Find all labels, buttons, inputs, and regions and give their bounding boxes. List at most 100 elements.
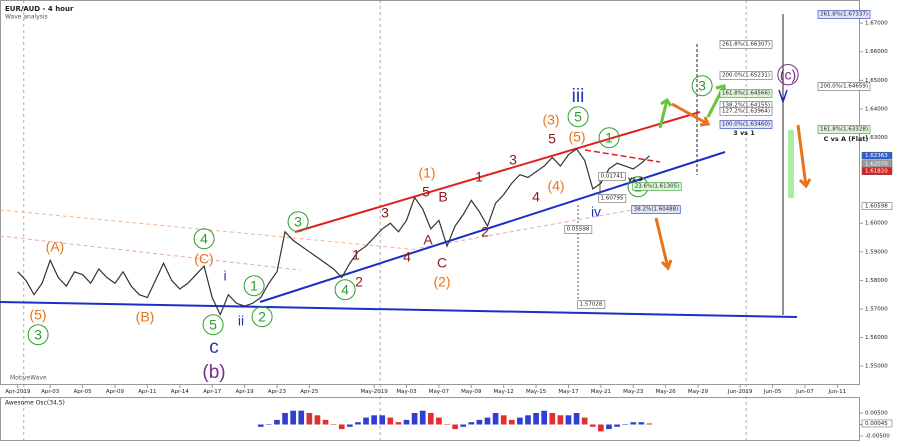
osc-bar — [436, 417, 442, 425]
wave-label: (B) — [136, 309, 155, 325]
arrow — [671, 102, 711, 127]
osc-bar — [646, 423, 653, 425]
wave-label: 3 — [509, 152, 517, 168]
osc-bar — [363, 417, 369, 425]
osc-bar — [500, 415, 507, 425]
x-tick-label: May-09 — [461, 389, 482, 395]
osc-bar — [468, 422, 475, 425]
wave-label: B — [438, 189, 447, 205]
x-tick-label: May-26 — [656, 389, 677, 395]
osc-frame — [0, 397, 860, 441]
fib-label: 261.8%(1.67337) — [820, 12, 868, 18]
target-zone — [788, 130, 794, 198]
wave-label: (2) — [433, 274, 450, 290]
wave-label: c — [209, 337, 219, 358]
osc-bar — [395, 422, 402, 425]
x-tick-label: May-21 — [591, 389, 611, 395]
measure-label: 0.01741 — [601, 174, 624, 180]
price-tag — [861, 151, 893, 160]
x-tick-label: May-29 — [688, 389, 709, 395]
wave-label: 2 — [355, 274, 363, 290]
label-ring — [202, 314, 224, 336]
label-ring — [334, 279, 356, 301]
osc-bar — [638, 422, 645, 425]
wave-label: 1 — [352, 247, 360, 263]
x-tick-label: Apr-25 — [300, 389, 319, 395]
wave-label: (5) — [29, 307, 46, 323]
price-tag — [861, 202, 893, 210]
label-box — [817, 10, 871, 19]
osc-bar — [549, 412, 556, 425]
wave-label: 5 — [422, 184, 430, 200]
label-ring — [567, 106, 589, 128]
osc-bar — [379, 415, 386, 425]
wave-label: iii — [572, 86, 585, 107]
x-tick-label: May-15 — [526, 389, 547, 395]
price-frame — [0, 0, 860, 385]
x-tick-label: Jun-11 — [828, 389, 847, 395]
wave-label: 3 — [698, 78, 706, 94]
note: 4 vs 3 — [621, 175, 643, 183]
y-tick-label: 0.00500 — [865, 410, 888, 416]
x-tick-label: Apr-2019 — [5, 389, 31, 395]
wave-label: 5 — [574, 109, 582, 125]
fib-label: 38.2%(1.60488) — [634, 207, 679, 213]
x-tick-label: May-17 — [558, 389, 579, 395]
osc-bar — [419, 410, 426, 425]
chart-subtitle: Wave analysis — [5, 14, 48, 21]
label-box — [719, 120, 773, 129]
x-tick-label: Apr-09 — [106, 389, 125, 395]
wave-label: 3 — [34, 327, 42, 343]
y-tick-label: 1.64000 — [865, 106, 888, 112]
osc-bar — [330, 424, 337, 425]
wave-label: iv — [591, 204, 601, 220]
osc-bar — [460, 424, 467, 427]
price-tag — [861, 419, 893, 428]
label-box — [719, 40, 773, 49]
x-tick-label: Jun-2019 — [727, 389, 753, 395]
osc-bar — [492, 412, 499, 425]
fib-labels: 261.8%(1.66307) 200.0%(1.65231) 161.8%(1… — [564, 10, 871, 309]
x-tick-label: Apr-11 — [138, 389, 156, 395]
osc-bar — [371, 415, 377, 425]
osc-bar — [346, 424, 353, 427]
y-tick-label: 1.60000 — [865, 221, 888, 227]
price-tag-label: 0.00045 — [865, 421, 888, 427]
label-box — [598, 194, 627, 203]
label-box — [631, 205, 681, 214]
osc-bar — [622, 424, 628, 425]
osc-bar — [573, 412, 580, 425]
wave-label: (3) — [542, 112, 559, 128]
osc-bar — [403, 419, 410, 425]
osc-bar — [589, 424, 596, 427]
x-tick-label: May-12 — [494, 389, 514, 395]
wave-label: 2 — [258, 309, 266, 325]
x-tick-label: Apr-14 — [171, 389, 190, 395]
osc-bar — [517, 417, 523, 425]
osc-bar — [266, 424, 272, 425]
label-box — [817, 125, 871, 134]
label-box — [719, 107, 773, 116]
arrow — [654, 217, 673, 271]
osc-bar — [565, 415, 572, 425]
label-ring — [243, 275, 265, 297]
label-ring — [27, 324, 49, 346]
chart-title: EUR/AUD - 4 hour — [5, 5, 74, 13]
measure-label: 0.05598 — [567, 227, 590, 233]
osc-bar — [387, 417, 394, 425]
osc-bar — [557, 415, 564, 425]
y-tick-label: 1.66000 — [865, 49, 888, 55]
wave-label: 4 — [532, 189, 540, 205]
osc-bar — [411, 412, 418, 425]
wave-label: 3 — [294, 214, 302, 230]
wave-label: 3 — [381, 205, 389, 221]
fib-label: 138.2%(1.64155) — [722, 103, 770, 109]
x-tick-label: Apr-23 — [268, 389, 287, 395]
label-ring — [691, 75, 713, 97]
fib-label: 23.6%(1.61305) — [635, 184, 680, 190]
osc-bar — [427, 412, 434, 425]
y-tick-label: 1.63000 — [865, 135, 888, 141]
x-tick-label: Apr-03 — [41, 389, 60, 395]
